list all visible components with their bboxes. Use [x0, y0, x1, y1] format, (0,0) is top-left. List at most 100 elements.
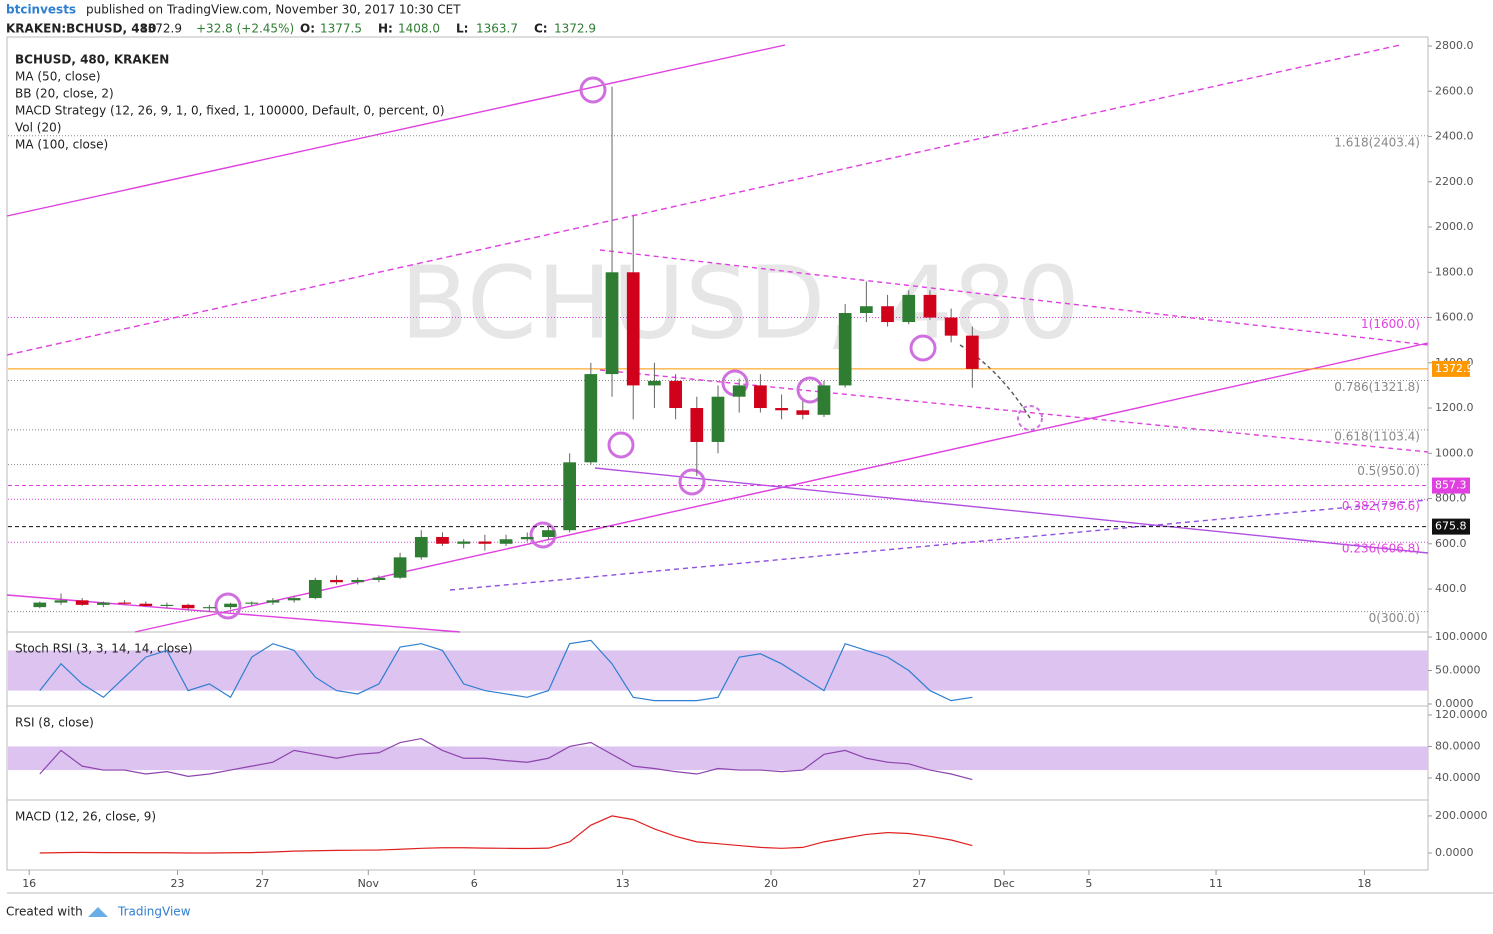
indicator-line — [39, 737, 973, 781]
x-tick-label: 23 — [171, 877, 185, 890]
fib-label: 1(1600.0) — [1361, 317, 1420, 331]
candle-body — [118, 602, 131, 604]
fib-label: 0.236(606.8) — [1342, 542, 1420, 556]
y-tick-label: 2200.0 — [1435, 175, 1474, 188]
symbol: KRAKEN:BCHUSD, 480 — [6, 22, 156, 36]
candle-body — [308, 579, 322, 599]
legend-item: MA (100, close) — [15, 138, 108, 152]
y-tick-label: 40.0000 — [1435, 771, 1481, 784]
candle-body — [33, 602, 47, 608]
candle-body — [97, 602, 110, 605]
y-tick-label: 2000.0 — [1435, 220, 1474, 233]
last: 1372.9 — [140, 22, 182, 36]
price-tag-label: 1372.9 — [1435, 362, 1474, 375]
y-tick-label: 200.0000 — [1435, 809, 1488, 822]
fib-label: 1.618(2403.4) — [1334, 135, 1420, 149]
fib-label: 0.382(796.6) — [1342, 499, 1420, 513]
candle-body — [54, 600, 68, 603]
candle-body — [245, 602, 259, 604]
candle-body — [796, 410, 810, 415]
y-tick-label: 2400.0 — [1435, 130, 1474, 143]
candle-body — [965, 335, 979, 369]
published: published on TradingView.com, November 3… — [86, 3, 461, 17]
fib-label: 0.618(1103.4) — [1334, 429, 1420, 443]
x-tick-label: 5 — [1085, 877, 1092, 890]
x-tick-label: 27 — [912, 877, 926, 890]
brand-logo — [88, 907, 108, 917]
candle-body — [860, 306, 873, 314]
y-tick-label: 100.0000 — [1435, 630, 1488, 643]
candle-body — [923, 294, 937, 318]
candle-body — [160, 604, 174, 606]
candle-body — [351, 579, 365, 583]
x-tick-label: Dec — [993, 877, 1014, 890]
x-tick-label: 11 — [1209, 877, 1223, 890]
candle-body — [202, 607, 216, 609]
y-tick-label: 50.0000 — [1435, 664, 1481, 677]
y-tick-label: 1000.0 — [1435, 446, 1474, 459]
candle-body — [605, 272, 619, 375]
indicator-line — [39, 815, 973, 854]
candle-body — [457, 541, 471, 544]
pane-title: MACD (12, 26, close, 9) — [15, 810, 156, 824]
y-tick-label: 400.0 — [1435, 582, 1467, 595]
candle-body — [330, 579, 343, 583]
x-tick-label: 20 — [764, 877, 778, 890]
candle-body — [393, 557, 407, 578]
candle-body — [775, 408, 788, 411]
y-tick-label: 120.0000 — [1435, 708, 1488, 721]
x-tick-label: 6 — [471, 877, 478, 890]
y-tick-label: 800.0 — [1435, 492, 1467, 505]
candle-body — [669, 380, 682, 409]
candle-body — [563, 462, 576, 531]
x-tick-label: 16 — [22, 877, 36, 890]
fib-label: 0.786(1321.8) — [1334, 380, 1420, 394]
footer-brand[interactable]: TradingView — [117, 905, 191, 919]
candle-body — [372, 577, 386, 580]
ohlc-key: C: — [534, 22, 548, 36]
change: +32.8 (+2.45%) — [196, 22, 294, 36]
y-tick-label: 0.0000 — [1435, 697, 1474, 710]
price-tag-label: 675.8 — [1435, 520, 1467, 533]
price-tag-label: 857.3 — [1435, 479, 1467, 492]
candle-body — [266, 600, 280, 603]
candle-body — [414, 536, 428, 558]
x-tick-label: 27 — [255, 877, 269, 890]
y-tick-label: 600.0 — [1435, 537, 1467, 550]
candle-body — [902, 294, 916, 323]
price-tag — [1432, 477, 1470, 494]
ohlc-key: L: — [456, 22, 468, 36]
y-tick-label: 2800.0 — [1435, 39, 1474, 52]
candle-body — [139, 603, 153, 606]
legend-item: BCHUSD, 480, KRAKEN — [15, 53, 169, 67]
candle-body — [181, 604, 195, 609]
fib-label: 0(300.0) — [1369, 611, 1420, 625]
candle-body — [224, 603, 237, 608]
y-tick-label: 1600.0 — [1435, 311, 1474, 324]
candle-body — [944, 317, 958, 336]
x-tick-label: 13 — [616, 877, 630, 890]
candle-body — [287, 598, 301, 601]
legend-item: BB (20, close, 2) — [15, 87, 114, 101]
ohlc-key: O: — [300, 22, 315, 36]
legend-item: MA (50, close) — [15, 70, 101, 84]
ohlc-key: H: — [378, 22, 393, 36]
ohlc-value: 1363.7 — [476, 22, 518, 36]
ohlc-value: 1408.0 — [398, 22, 440, 36]
y-tick-label: 80.0000 — [1435, 739, 1481, 752]
band — [8, 746, 1428, 771]
x-tick-label: Nov — [358, 877, 380, 890]
candle-body — [542, 530, 555, 537]
user[interactable]: btcinvests — [6, 3, 76, 17]
x-tick-label: 18 — [1357, 877, 1371, 890]
candle-body — [520, 536, 534, 540]
candle-body — [626, 272, 640, 386]
candle-body — [817, 385, 831, 415]
indicator-line — [39, 639, 973, 702]
candle-body — [499, 539, 513, 544]
legend-item: Vol (20) — [15, 121, 61, 135]
price-tag — [1432, 360, 1470, 377]
candle-body — [754, 385, 767, 409]
candle-body — [690, 408, 704, 442]
